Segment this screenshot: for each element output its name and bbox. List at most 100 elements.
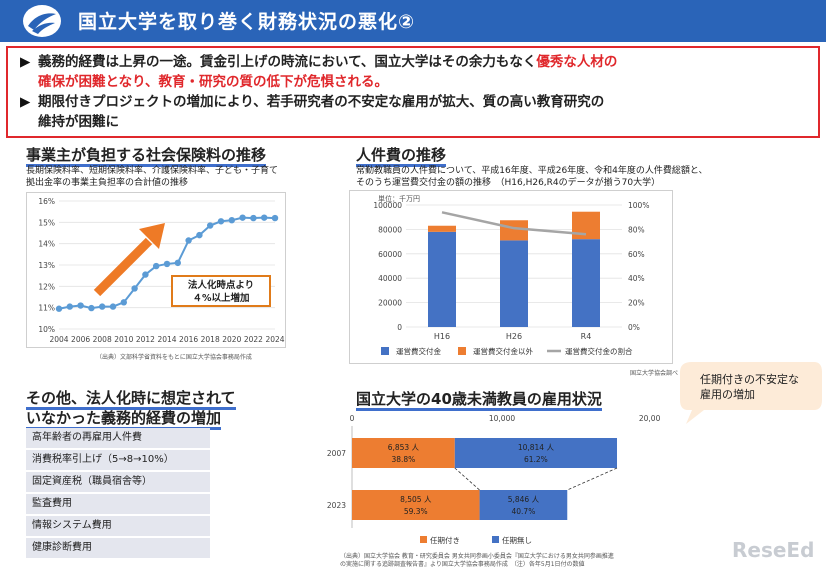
bar-other: [500, 220, 528, 241]
y-tick-label: 60000: [378, 250, 402, 259]
employment-stacked-bar-chart: 0 10,000 20,000 2007 6,853 人 38.8% 10,814 人 61.…: [327, 414, 660, 545]
share-label: 38.8%: [391, 455, 415, 464]
bullet-triangle-icon: ▶: [20, 94, 31, 110]
other-expenses-title-line-2: いなかった義務的経費の増加: [26, 409, 222, 430]
personnel-source: 国立大学協会調べ: [630, 370, 679, 377]
alert-box: ▶ 義務的経費は上昇の一途。賃金引上げの時流において、国立大学はその余力もなく優…: [6, 46, 820, 138]
y-tick-label: 11%: [38, 304, 55, 313]
social-insurance-chart-panel: 10% 11% 12% 13% 14% 15% 16% 2004 2006 2008 2010 201…: [26, 192, 286, 348]
data-point: [120, 299, 128, 306]
bar-other: [428, 225, 456, 232]
bullet-triangle-icon: ▶: [20, 54, 31, 70]
share-label: 40.7%: [512, 507, 536, 516]
share-label: 61.2%: [524, 455, 548, 464]
unit-label: 単位：千万円: [378, 194, 420, 203]
y-tick-label: 0: [397, 323, 402, 332]
data-point: [239, 214, 246, 221]
connector-line: [567, 467, 618, 491]
list-item: 情報システム費用: [26, 516, 210, 536]
bar-permanent: [454, 438, 618, 468]
alert-line2-highlight: 確保が困難となり、教育・研究の質の低下が危惧される。: [38, 74, 389, 90]
other-expenses-list: 高年齢者の再雇用人件費 消費税率引上げ（5→8→10%） 固定資産税（職員宿舎等…: [26, 428, 210, 560]
y2-tick-label: 80%: [628, 225, 645, 234]
y2-tick-label: 40%: [628, 274, 645, 283]
data-point: [174, 259, 181, 267]
y-tick-label: 16%: [38, 197, 55, 206]
university-logo-icon: [23, 5, 61, 37]
data-point: [77, 302, 84, 309]
callout-line-1: 法人化時点より: [187, 280, 255, 291]
data-point: [261, 214, 268, 221]
data-point: [207, 222, 214, 229]
alert-line1: 義務的経費は上昇の一途。賃金引上げの時流において、国立大学はその余力もなく: [38, 54, 537, 70]
x-tick-label: 2012: [136, 335, 155, 344]
y-tick-label: 15%: [38, 218, 55, 227]
legend-label: 運営費交付金以外: [473, 346, 533, 356]
social-insurance-desc-1: 長期保険料率、短期保険料率、介護保険料率、子ども・子育て: [26, 166, 279, 176]
y-tick-label: 100000: [373, 201, 402, 210]
reseed-logo: ReseEd: [732, 538, 815, 562]
legend-swatch: [420, 536, 427, 543]
bar-grant: [428, 231, 456, 327]
x-tick-label: 2018: [201, 335, 220, 344]
legend-swatch: [492, 536, 499, 543]
y2-tick-label: 0%: [628, 323, 640, 332]
data-point: [153, 262, 160, 270]
bar-grant: [500, 240, 528, 327]
x-tick-label: H26: [506, 332, 522, 341]
x-tick-label: H16: [434, 332, 450, 341]
social-insurance-source: （出典）文部科学省資料をもとに国立大学協会事務局作成: [96, 354, 252, 361]
list-item: 高年齢者の再雇用人件費: [26, 428, 210, 448]
speech-bubble-text: 任期付きの不安定な 雇用の増加: [700, 373, 799, 401]
x-tick-label: 2006: [71, 335, 90, 344]
y-tick-label: 40000: [378, 274, 402, 283]
data-point: [185, 237, 192, 244]
x-tick-label: 2008: [93, 335, 112, 344]
callout-box: 法人化時点より ４%以上増加: [171, 275, 271, 307]
x-tick-label: 2020: [222, 335, 241, 344]
x-tick-label: R4: [581, 332, 592, 341]
list-item: 固定資産税（職員宿舎等）: [26, 472, 210, 492]
bar-permanent: [479, 490, 568, 520]
legend-label: 任期無し: [502, 535, 532, 545]
data-point: [196, 231, 203, 239]
alert-line3: 期限付きプロジェクトの増加により、若手研究者の不安定な雇用が拡大、質の高い教育研…: [38, 94, 605, 110]
page-title: 国立大学を取り巻く財務状況の悪化②: [78, 11, 416, 33]
personnel-chart-panel: 単位：千万円 0 20000 40000 60000 80000 100000 0% 20% 40…: [349, 190, 673, 364]
x-tick-label: 2004: [49, 335, 68, 344]
list-item: 監査費用: [26, 494, 210, 514]
other-expenses-title: その他、法人化時に想定されて いなかった義務的経費の増加: [26, 388, 236, 430]
bar-other: [572, 211, 600, 240]
social-insurance-line-chart: 10%11%12%13%14%15%16%2004 2006 2008 2010 201…: [38, 197, 284, 344]
other-expenses-title-line-1: その他、法人化時に想定されて: [26, 389, 236, 410]
y-tick-label: 12%: [38, 282, 55, 291]
employment-source-2: の実施に関する追跡調査報告書』より国立大学協会事務局作成 （注）各年5月1日付の…: [340, 561, 585, 568]
share-line: [441, 211, 587, 236]
personnel-desc-2: そのうち運営費交付金の額の推移 （H16,H26,R4のデータが揃う70大学）: [356, 178, 661, 188]
data-label: 6,853 人: [388, 443, 420, 452]
data-point: [55, 305, 63, 312]
callout-line-2: ４%以上増加: [192, 293, 250, 304]
list-item: 消費税率引上げ（5→8→10%）: [26, 450, 210, 470]
connector-line: [454, 467, 480, 491]
data-point: [131, 285, 138, 292]
legend-swatch: [381, 347, 389, 355]
x-tick-label: 10,000: [489, 414, 515, 423]
x-tick-label: 2024: [265, 335, 284, 344]
social-insurance-desc-2: 拠出金率の事業主負担率の合計値の推移: [26, 178, 189, 188]
employment-source-1: （出典）国立大学協会 教育・研究委員会 男女共同参画小委員会『国立大学における男…: [340, 553, 614, 560]
legend-swatch: [458, 347, 466, 355]
data-label: 5,846 人: [508, 495, 540, 504]
data-point: [228, 217, 235, 224]
x-tick-label: 2014: [157, 335, 176, 344]
legend-label: 運営費交付金: [396, 346, 441, 356]
data-label: 8,505 人: [400, 495, 432, 504]
x-tick-label: 20,000: [639, 414, 660, 423]
alert-line4: 維持が困難に: [38, 114, 119, 130]
bar-fixed-term: [352, 438, 455, 468]
social-insurance-title: 事業主が負担する社会保険料の推移: [26, 144, 267, 167]
data-point: [163, 260, 171, 268]
y-tick-label: 2007: [327, 449, 346, 458]
data-point: [217, 218, 225, 225]
legend-label: 任期付き: [430, 535, 460, 545]
